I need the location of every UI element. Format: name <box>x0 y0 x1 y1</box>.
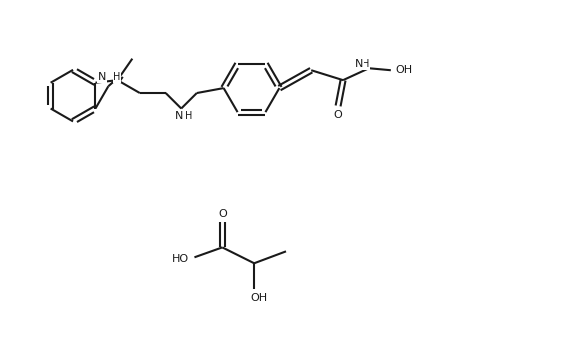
Text: HO: HO <box>172 254 189 264</box>
Text: N: N <box>175 111 183 121</box>
Text: H: H <box>362 59 370 69</box>
Text: OH: OH <box>250 293 268 303</box>
Text: H: H <box>185 111 192 121</box>
Text: N: N <box>355 59 363 69</box>
Text: O: O <box>334 110 343 120</box>
Text: OH: OH <box>395 65 413 75</box>
Text: N: N <box>98 72 106 82</box>
Text: O: O <box>218 209 227 219</box>
Text: H: H <box>113 72 121 82</box>
